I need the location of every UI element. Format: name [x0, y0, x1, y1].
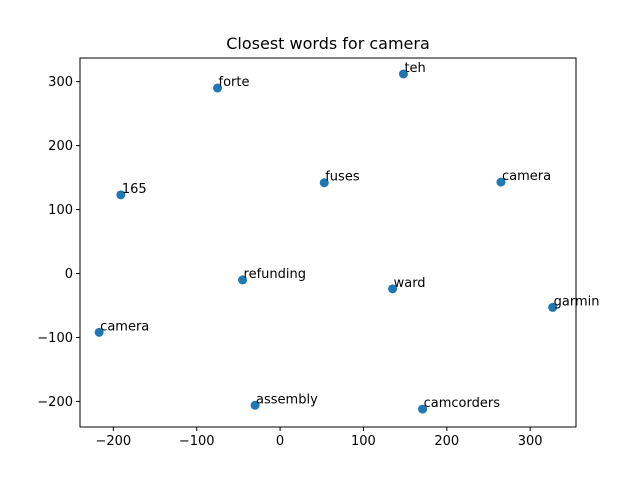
data-point: [319, 178, 329, 188]
y-tick-label: 200: [48, 139, 73, 154]
x-tick-label: −100: [179, 434, 215, 449]
y-tick-label: −100: [37, 331, 73, 346]
y-tick-label: 0: [65, 267, 73, 282]
data-point: [496, 177, 506, 187]
x-tick-label: 200: [434, 434, 459, 449]
point-label: assembly: [256, 392, 318, 407]
point-label: forte: [219, 75, 250, 90]
point-label: refunding: [244, 267, 306, 282]
point-label: ward: [394, 276, 426, 291]
y-axis: −200 −100 0 100 200 300: [37, 75, 80, 410]
data-point: [398, 69, 408, 79]
point-label: teh: [404, 61, 425, 76]
data-point: [548, 302, 558, 312]
data-point: [418, 404, 428, 414]
point-label: garmin: [554, 294, 600, 309]
x-tick-label: 300: [518, 434, 543, 449]
point-label: fuses: [325, 170, 360, 185]
y-tick-label: 300: [48, 75, 73, 90]
chart-title: Closest words for camera: [226, 34, 430, 53]
x-tick-label: −200: [95, 434, 131, 449]
y-tick-label: −200: [37, 395, 73, 410]
point-label: camcorders: [424, 396, 501, 411]
x-axis: −200 −100 0 100 200 300: [95, 427, 543, 449]
y-tick-label: 100: [48, 203, 73, 218]
x-tick-label: 0: [276, 434, 284, 449]
point-labels: forte teh 165 fuses camera refunding ward garmi…: [100, 61, 599, 411]
data-point: [94, 327, 104, 337]
point-label: camera: [100, 319, 149, 334]
x-tick-label: 100: [351, 434, 376, 449]
plot-area-frame: [79, 57, 577, 428]
point-label: camera: [502, 169, 551, 184]
data-point: [213, 83, 223, 93]
point-label: 165: [122, 182, 147, 197]
data-point: [116, 190, 126, 200]
data-point: [388, 284, 398, 294]
data-point: [238, 275, 248, 285]
data-point: [250, 400, 260, 410]
data-points: [94, 69, 558, 414]
